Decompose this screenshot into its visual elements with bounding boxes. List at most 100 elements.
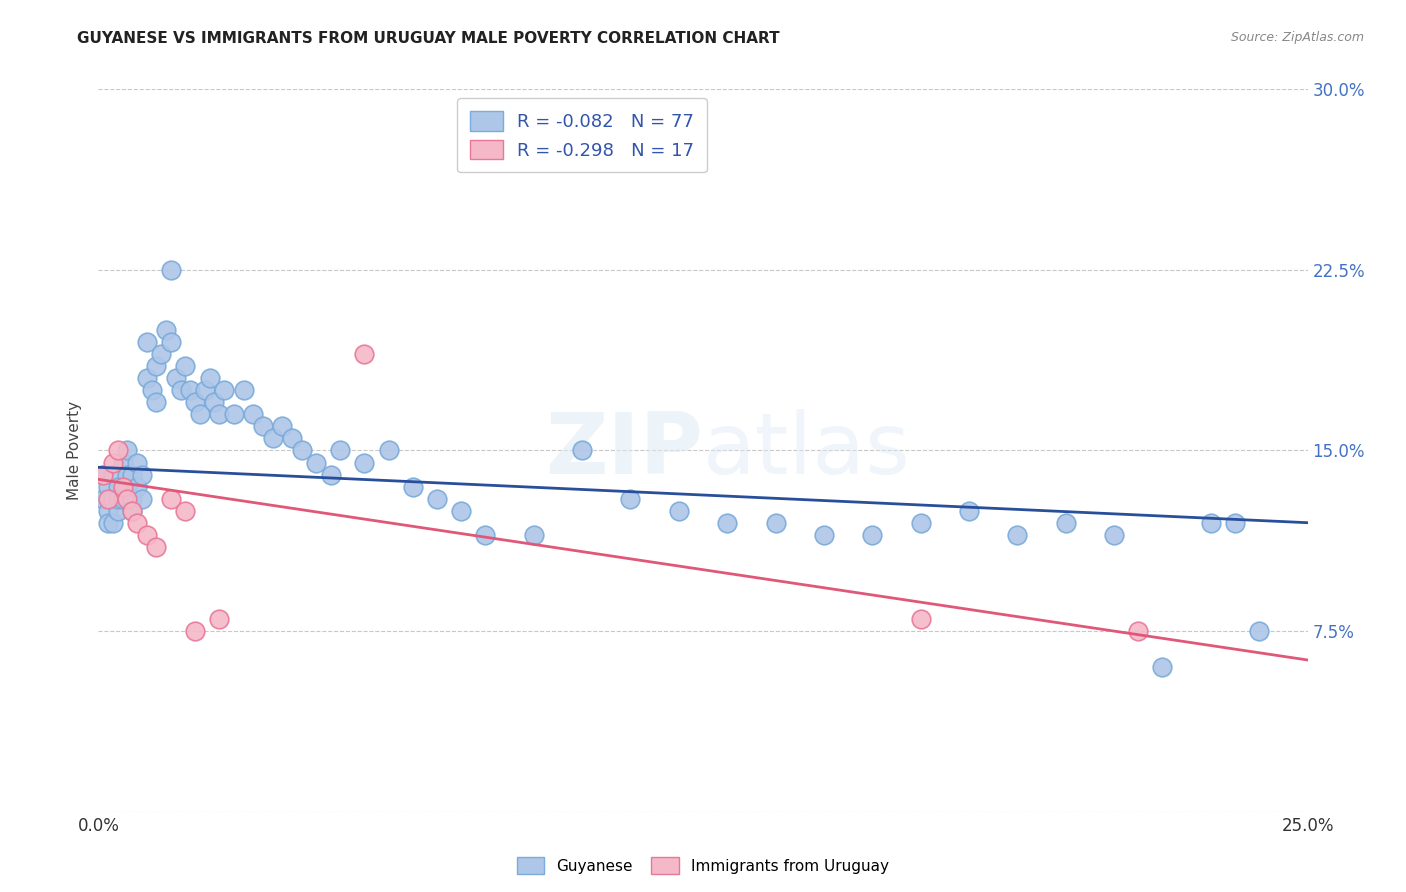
Point [107, 480, 129, 494]
Point [208, 407, 231, 421]
Point [619, 491, 641, 506]
Point [111, 491, 134, 506]
Point [169, 384, 191, 398]
Point [91, 491, 114, 506]
Point [222, 407, 245, 421]
Point [668, 503, 690, 517]
Y-axis label: Male Poverty: Male Poverty [67, 401, 83, 500]
Legend: Guyanese, Immigrants from Uruguay: Guyanese, Immigrants from Uruguay [510, 851, 896, 880]
Point [101, 455, 124, 469]
Point [150, 347, 173, 361]
Point [127, 480, 149, 494]
Point [353, 347, 375, 361]
Point [160, 491, 183, 506]
Point [208, 612, 231, 626]
Point [353, 455, 375, 469]
Point [571, 443, 593, 458]
Point [212, 384, 235, 398]
Point [121, 503, 143, 517]
Point [160, 334, 183, 349]
Point [860, 527, 883, 541]
Point [198, 371, 221, 385]
Point [716, 516, 738, 530]
Point [242, 407, 264, 421]
Point [957, 503, 980, 517]
Point [1223, 516, 1246, 530]
Point [135, 334, 157, 349]
Text: atlas: atlas [703, 409, 911, 492]
Point [910, 516, 932, 530]
Point [141, 384, 163, 398]
Point [1007, 527, 1029, 541]
Point [174, 503, 197, 517]
Point [426, 491, 449, 506]
Point [117, 491, 139, 506]
Point [523, 527, 546, 541]
Point [97, 516, 120, 530]
Point [117, 467, 139, 482]
Point [101, 491, 124, 506]
Point [121, 491, 143, 506]
Point [160, 262, 183, 277]
Point [97, 503, 120, 517]
Point [117, 443, 139, 458]
Point [232, 384, 254, 398]
Point [97, 480, 120, 494]
Point [107, 491, 129, 506]
Text: GUYANESE VS IMMIGRANTS FROM URUGUAY MALE POVERTY CORRELATION CHART: GUYANESE VS IMMIGRANTS FROM URUGUAY MALE… [77, 31, 780, 46]
Point [204, 395, 226, 409]
Point [188, 407, 211, 421]
Point [121, 503, 143, 517]
Point [377, 443, 399, 458]
Point [765, 516, 787, 530]
Point [184, 395, 207, 409]
Text: ZIP: ZIP [546, 409, 703, 492]
Point [262, 431, 284, 445]
Point [402, 480, 425, 494]
Point [101, 516, 124, 530]
Point [1128, 624, 1150, 639]
Point [179, 384, 201, 398]
Point [111, 480, 134, 494]
Point [107, 503, 129, 517]
Legend: R = -0.082   N = 77, R = -0.298   N = 17: R = -0.082 N = 77, R = -0.298 N = 17 [457, 98, 707, 172]
Point [290, 443, 312, 458]
Point [252, 419, 274, 434]
Point [91, 467, 114, 482]
Point [135, 527, 157, 541]
Point [281, 431, 304, 445]
Text: Source: ZipAtlas.com: Source: ZipAtlas.com [1230, 31, 1364, 45]
Point [91, 467, 114, 482]
Point [450, 503, 472, 517]
Point [910, 612, 932, 626]
Point [1152, 660, 1174, 674]
Point [174, 359, 197, 373]
Point [145, 359, 167, 373]
Point [271, 419, 294, 434]
Point [1102, 527, 1125, 541]
Point [101, 467, 124, 482]
Point [813, 527, 835, 541]
Point [329, 443, 352, 458]
Point [155, 323, 177, 337]
Point [305, 455, 328, 469]
Point [145, 540, 167, 554]
Point [1054, 516, 1077, 530]
Point [135, 371, 157, 385]
Point [165, 371, 187, 385]
Point [117, 480, 139, 494]
Point [131, 491, 153, 506]
Point [111, 455, 134, 469]
Point [107, 443, 129, 458]
Point [194, 384, 217, 398]
Point [319, 467, 342, 482]
Point [127, 516, 149, 530]
Point [131, 467, 153, 482]
Point [1249, 624, 1271, 639]
Point [127, 455, 149, 469]
Point [145, 395, 167, 409]
Point [1199, 516, 1222, 530]
Point [97, 491, 120, 506]
Point [184, 624, 207, 639]
Point [121, 467, 143, 482]
